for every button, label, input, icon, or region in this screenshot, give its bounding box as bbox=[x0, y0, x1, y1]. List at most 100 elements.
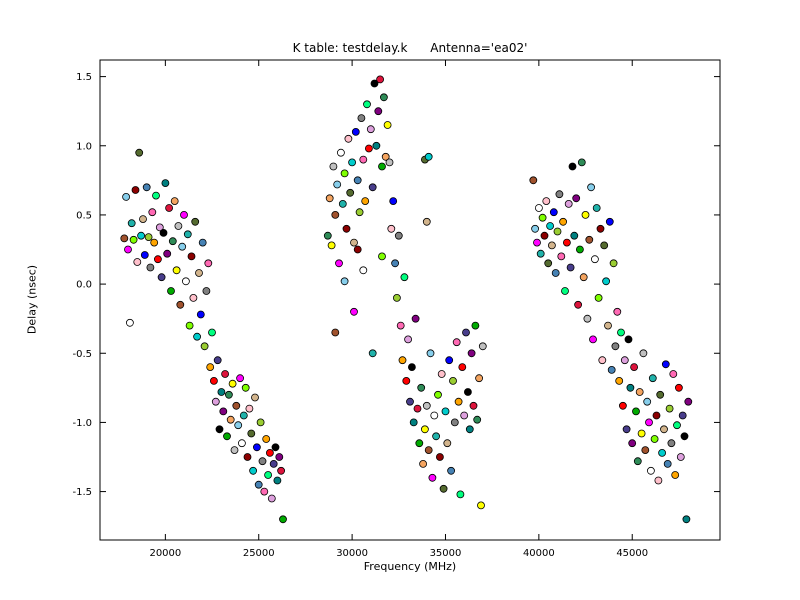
data-point bbox=[544, 259, 553, 268]
data-point bbox=[221, 370, 230, 378]
x-tick-label: 45000 bbox=[616, 548, 648, 559]
data-point bbox=[364, 144, 373, 153]
data-point bbox=[131, 186, 140, 194]
data-point bbox=[568, 162, 577, 171]
data-point bbox=[165, 204, 174, 212]
data-point bbox=[439, 484, 448, 493]
data-point bbox=[639, 349, 648, 358]
data-point bbox=[561, 287, 569, 295]
data-point bbox=[469, 401, 478, 410]
data-point bbox=[243, 453, 252, 461]
y-axis-label: Delay (nsec) bbox=[25, 264, 39, 335]
data-point bbox=[604, 321, 612, 330]
data-point bbox=[637, 429, 646, 438]
data-point bbox=[239, 411, 248, 420]
data-point bbox=[392, 293, 401, 302]
data-point bbox=[180, 210, 188, 219]
data-point bbox=[419, 459, 428, 468]
data-point bbox=[413, 404, 422, 413]
data-point bbox=[148, 208, 157, 217]
data-point bbox=[277, 466, 286, 475]
data-point bbox=[323, 231, 332, 240]
data-point bbox=[124, 245, 132, 254]
data-point bbox=[133, 258, 142, 266]
data-point bbox=[400, 273, 409, 282]
y-tick-label: -1.0 bbox=[72, 418, 92, 429]
data-point bbox=[198, 238, 207, 247]
data-point bbox=[236, 374, 245, 383]
data-point bbox=[600, 241, 609, 250]
data-point bbox=[675, 383, 683, 392]
data-point bbox=[249, 466, 258, 475]
data-point bbox=[557, 252, 566, 261]
data-point bbox=[202, 287, 211, 295]
data-point bbox=[353, 176, 362, 185]
y-tick-label: -1.5 bbox=[72, 487, 92, 498]
data-point bbox=[407, 363, 416, 372]
data-point bbox=[129, 235, 138, 244]
data-point bbox=[447, 466, 456, 475]
data-point bbox=[587, 183, 595, 192]
data-point bbox=[620, 356, 629, 365]
data-point bbox=[661, 360, 670, 369]
data-point bbox=[632, 407, 640, 416]
data-point bbox=[398, 356, 407, 365]
data-point bbox=[656, 390, 665, 399]
data-point bbox=[155, 223, 164, 232]
y-tick-label: 0.0 bbox=[76, 280, 92, 291]
data-point bbox=[271, 443, 280, 452]
data-point bbox=[195, 269, 203, 277]
data-point bbox=[376, 75, 385, 84]
data-point bbox=[226, 415, 235, 424]
data-point bbox=[228, 379, 237, 388]
data-point bbox=[648, 374, 657, 383]
data-point bbox=[463, 388, 472, 396]
data-point bbox=[230, 446, 239, 455]
data-point bbox=[559, 217, 567, 226]
x-axis-label: Frequency (MHz) bbox=[363, 560, 457, 573]
data-point bbox=[417, 383, 426, 392]
data-point bbox=[650, 435, 659, 443]
data-point bbox=[553, 227, 562, 236]
data-point bbox=[211, 397, 220, 406]
data-point bbox=[329, 162, 338, 171]
data-point bbox=[473, 415, 482, 424]
data-point bbox=[396, 321, 405, 330]
data-point bbox=[615, 376, 624, 385]
data-point bbox=[125, 318, 134, 327]
data-point bbox=[676, 453, 685, 461]
data-point bbox=[264, 471, 273, 479]
data-point bbox=[456, 490, 465, 499]
data-point bbox=[252, 443, 261, 452]
data-point bbox=[630, 363, 638, 372]
data-point bbox=[594, 293, 603, 302]
data-point bbox=[645, 418, 653, 427]
data-point bbox=[260, 487, 269, 496]
data-point bbox=[196, 310, 205, 319]
data-point bbox=[331, 328, 340, 337]
data-point bbox=[187, 252, 196, 261]
data-point bbox=[159, 228, 168, 237]
y-tick-label: -0.5 bbox=[72, 349, 92, 360]
x-tick-label: 25000 bbox=[243, 548, 275, 559]
data-point bbox=[327, 241, 336, 250]
data-point bbox=[385, 158, 394, 167]
data-point bbox=[183, 230, 192, 239]
data-point bbox=[583, 314, 592, 323]
data-point bbox=[213, 356, 222, 365]
data-point bbox=[241, 383, 250, 392]
data-point bbox=[652, 411, 661, 420]
data-point bbox=[217, 388, 226, 396]
data-point bbox=[150, 238, 159, 247]
data-point bbox=[435, 453, 444, 461]
data-point bbox=[529, 176, 538, 185]
data-point bbox=[374, 107, 383, 116]
data-point bbox=[420, 425, 429, 434]
data-point bbox=[424, 446, 433, 455]
data-point bbox=[342, 224, 351, 233]
data-point bbox=[538, 213, 547, 222]
data-point bbox=[633, 457, 642, 466]
data-point bbox=[619, 401, 627, 410]
